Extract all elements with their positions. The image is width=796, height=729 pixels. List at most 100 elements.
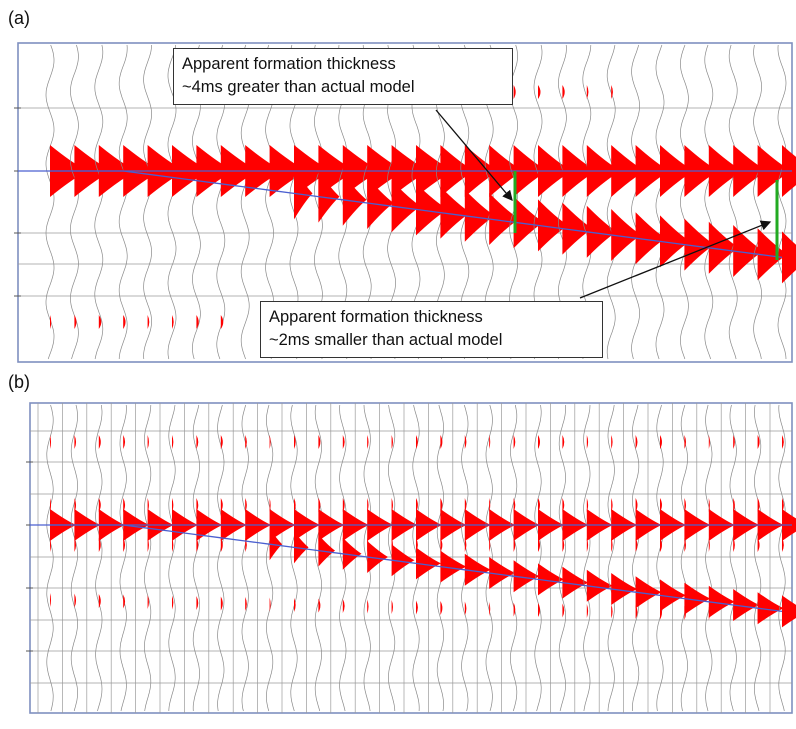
callout-bottom-line1: Apparent formation thickness [269, 308, 483, 326]
callout-thickness-smaller: Apparent formation thickness ~2ms smalle… [260, 301, 603, 358]
side-lobe [74, 593, 77, 608]
side-lobe [416, 498, 418, 512]
reflection-base [294, 167, 313, 220]
reflection-base [489, 193, 520, 245]
side-lobe [294, 538, 296, 552]
side-lobe [562, 498, 565, 512]
panel-frame [29, 402, 793, 714]
side-lobe [416, 600, 418, 615]
reflection-base [586, 205, 617, 258]
reflection-base [586, 569, 613, 602]
reflection-base [782, 231, 796, 284]
side-lobe [538, 435, 540, 449]
side-lobe [538, 498, 540, 512]
side-lobe [74, 435, 77, 449]
wiggle-trace [45, 44, 55, 360]
side-lobe [147, 315, 150, 329]
side-lobe [98, 435, 101, 449]
side-lobe [489, 602, 491, 616]
wiggle-trace [631, 44, 640, 360]
reflection-base [611, 209, 642, 261]
leader-arrow-bottom [579, 220, 772, 299]
side-lobe [98, 498, 101, 512]
wiggle-trace [144, 404, 152, 712]
wiggle-trace [95, 404, 103, 712]
side-lobe [708, 498, 710, 512]
reflection-base [562, 202, 593, 255]
side-lobe [489, 498, 491, 512]
wiggle-trace [217, 404, 225, 712]
side-lobe [50, 435, 51, 449]
panel-a-seismic-section [14, 42, 796, 363]
side-lobe [757, 607, 760, 622]
side-lobe [220, 435, 223, 449]
reflection-base [708, 221, 739, 274]
side-lobe [318, 498, 321, 512]
leader-arrow-top [435, 109, 513, 201]
side-lobe [123, 435, 126, 449]
side-lobe [611, 85, 613, 99]
side-lobe [513, 538, 516, 552]
side-lobe [74, 315, 77, 329]
side-lobe [342, 599, 345, 613]
panel-b-seismic-section [26, 402, 796, 714]
wiggle-trace [70, 404, 78, 712]
callout-top-line1: Apparent formation thickness [182, 55, 396, 73]
side-lobe [611, 604, 613, 619]
side-lobe [708, 435, 710, 449]
wiggle-trace [94, 44, 104, 360]
panel-frame [17, 42, 793, 363]
side-lobe [684, 498, 687, 512]
wiggle-trace [485, 404, 493, 712]
side-lobe [440, 498, 443, 512]
side-lobe [123, 498, 126, 512]
wiggle-trace [656, 404, 664, 712]
side-lobe [123, 315, 126, 329]
side-lobe [416, 538, 418, 552]
side-lobe [611, 498, 613, 512]
side-lobe [513, 85, 516, 99]
side-lobe [660, 538, 662, 552]
side-lobe [50, 593, 51, 607]
side-lobe [196, 435, 199, 449]
side-lobe [147, 595, 149, 609]
side-lobe [782, 608, 784, 622]
side-lobe [733, 607, 735, 621]
wiggle-trace [680, 404, 688, 712]
wiggle-trace [534, 404, 542, 712]
side-lobe [391, 538, 393, 552]
side-lobe [367, 498, 369, 512]
side-lobe [757, 538, 760, 552]
side-lobe [562, 435, 565, 449]
wiggle-trace [143, 44, 152, 360]
side-lobe [782, 435, 784, 449]
side-lobe [464, 498, 467, 512]
side-lobe [562, 603, 565, 618]
side-lobe [440, 538, 443, 552]
side-lobe [708, 606, 710, 621]
wiggle-trace [704, 44, 714, 360]
side-lobe [269, 538, 271, 552]
side-lobe [74, 538, 77, 552]
reflection-base [538, 199, 568, 252]
side-lobe [245, 498, 247, 512]
reflection-base [562, 566, 589, 599]
side-lobe [220, 596, 223, 611]
side-lobe [586, 435, 589, 449]
reflection-base [391, 544, 415, 577]
wiggle-trace [655, 44, 665, 360]
side-lobe [318, 598, 321, 613]
side-lobe [342, 498, 345, 512]
wiggle-trace [558, 404, 566, 712]
side-lobe [635, 538, 638, 552]
side-lobe [782, 498, 784, 512]
reflection-base [464, 553, 491, 586]
side-lobe [294, 598, 296, 612]
side-lobe [635, 498, 638, 512]
horizon-base [50, 524, 783, 613]
side-lobe [269, 498, 271, 512]
side-lobe [245, 435, 247, 449]
side-lobe [513, 498, 516, 512]
reflection-base [733, 225, 764, 277]
